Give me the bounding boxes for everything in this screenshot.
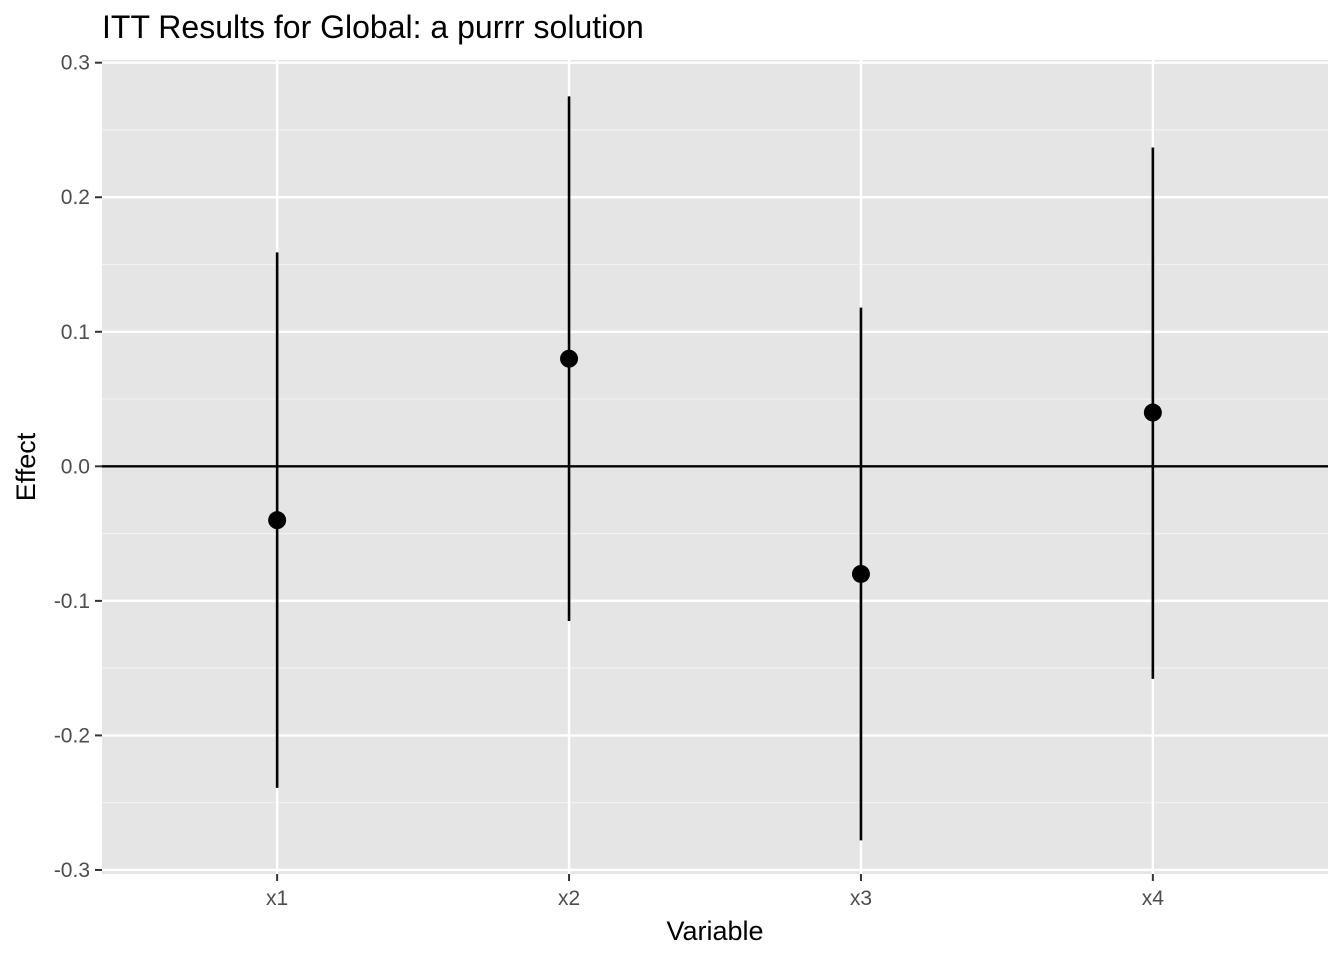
y-tick-label: 0.2 (61, 186, 90, 209)
y-axis: 0.3 0.2 0.1 0.0 -0.1 -0.2 -0.3 (54, 52, 102, 882)
x-tick-label: x2 (558, 887, 580, 910)
y-tick-label: -0.1 (54, 590, 90, 613)
chart-title: ITT Results for Global: a purrr solution (102, 9, 644, 45)
y-tick-label: 0.0 (61, 455, 90, 478)
y-tick-label: -0.2 (54, 724, 90, 747)
y-axis-title: Effect (11, 432, 41, 501)
point-x4 (1143, 403, 1162, 422)
x-tick-label: x1 (266, 887, 288, 910)
y-tick-label: 0.3 (61, 52, 90, 75)
y-tick-label: -0.3 (54, 859, 90, 882)
x-tick-label: x3 (850, 887, 872, 910)
x-axis-title: Variable (666, 916, 763, 946)
x-tick-label: x4 (1142, 887, 1165, 910)
y-tick-label: 0.1 (61, 321, 90, 344)
grid-minor (102, 129, 1328, 804)
point-x3 (851, 564, 870, 583)
point-x1 (268, 511, 287, 530)
point-x2 (560, 349, 579, 368)
x-axis: x1 x2 x3 x4 (266, 874, 1164, 910)
points (268, 349, 1162, 583)
